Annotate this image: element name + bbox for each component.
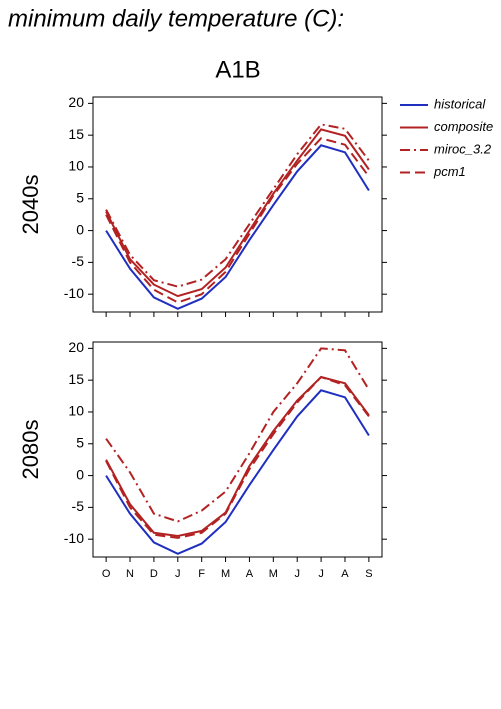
x-tick-label: N bbox=[126, 568, 134, 580]
legend-label: miroc_3.2 bbox=[434, 141, 492, 156]
series-line bbox=[105, 144, 370, 310]
legend-label: historical bbox=[434, 96, 486, 111]
y-tick-label: 10 bbox=[68, 158, 84, 174]
series-line bbox=[105, 123, 370, 288]
series-line bbox=[105, 347, 370, 523]
x-tick-label: A bbox=[246, 568, 254, 580]
page-title: minimum daily temperature (C): bbox=[8, 5, 344, 32]
series-line bbox=[105, 137, 370, 304]
row-label: 2040s bbox=[18, 175, 43, 235]
y-tick-label: 10 bbox=[68, 403, 84, 419]
x-tick-label: J bbox=[294, 568, 300, 580]
y-tick-label: 20 bbox=[68, 94, 84, 110]
y-tick-label: 5 bbox=[76, 189, 84, 205]
legend-label: pcm1 bbox=[433, 164, 466, 179]
plot-frame bbox=[92, 96, 383, 313]
y-tick-label: 0 bbox=[76, 466, 84, 482]
x-tick-label: F bbox=[198, 568, 205, 580]
x-tick-label: M bbox=[221, 568, 230, 580]
y-tick-label: 5 bbox=[76, 434, 84, 450]
y-tick-label: -10 bbox=[64, 530, 84, 546]
legend-label: composite bbox=[434, 119, 493, 134]
series-line bbox=[105, 375, 370, 539]
series-line bbox=[105, 128, 370, 298]
series-line bbox=[105, 375, 370, 538]
y-tick-label: 15 bbox=[68, 126, 84, 142]
y-tick-label: 15 bbox=[68, 371, 84, 387]
x-tick-label: S bbox=[365, 568, 372, 580]
x-tick-label: A bbox=[341, 568, 349, 580]
y-tick-label: 20 bbox=[68, 339, 84, 355]
x-tick-label: J bbox=[318, 568, 324, 580]
row-label: 2080s bbox=[18, 420, 43, 480]
plot-frame bbox=[92, 341, 383, 558]
y-tick-label: -5 bbox=[72, 253, 85, 269]
x-tick-label: M bbox=[269, 568, 278, 580]
y-tick-label: -10 bbox=[64, 285, 84, 301]
series-line bbox=[105, 389, 370, 555]
x-tick-label: J bbox=[175, 568, 181, 580]
y-tick-label: 0 bbox=[76, 221, 84, 237]
y-tick-label: -5 bbox=[72, 498, 85, 514]
scenario-title: A1B bbox=[215, 56, 260, 83]
x-tick-label: O bbox=[102, 568, 111, 580]
x-tick-label: D bbox=[150, 568, 158, 580]
